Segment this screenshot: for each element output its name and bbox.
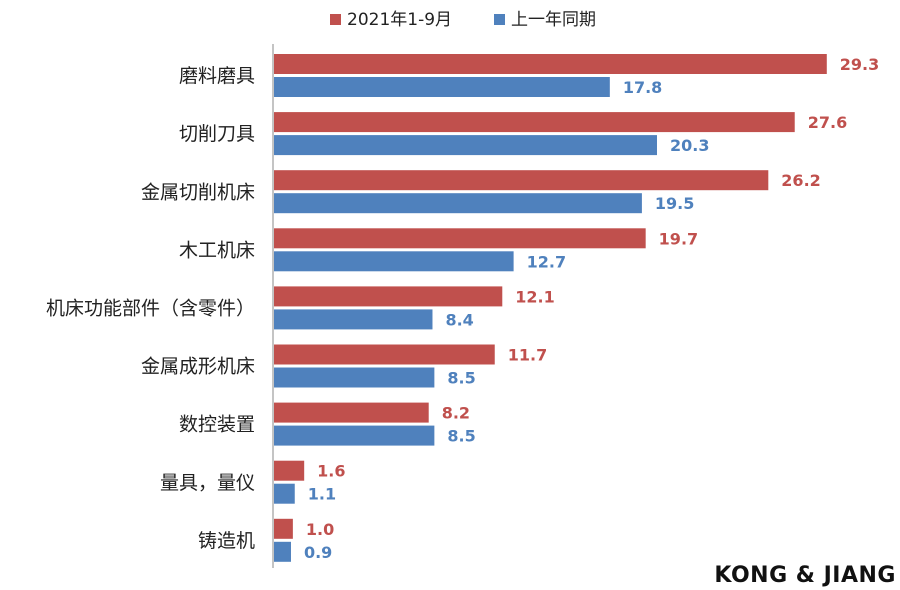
legend-swatch-current [330,14,341,25]
value-label-previous: 20.3 [670,136,709,155]
category-label: 金属切削机床 [141,181,255,203]
bar-previous [274,483,295,504]
value-label-previous: 1.1 [308,485,336,504]
bar-previous [274,135,657,156]
legend-label-previous: 上一年同期 [511,10,596,30]
value-label-previous: 8.4 [445,310,473,329]
bar-current [274,54,827,74]
bar-previous [274,541,291,562]
bar-current [274,286,503,307]
value-label-current: 12.1 [515,287,554,306]
bar-current [274,518,293,539]
value-label-current: 26.2 [781,171,820,190]
value-label-previous: 0.9 [304,543,332,562]
value-label-current: 1.6 [317,462,345,481]
value-label-current: 11.7 [508,346,547,365]
bar-current [274,228,646,249]
category-label: 切削刀具 [179,123,255,145]
bar-previous [274,251,514,272]
bar-current [274,170,769,191]
bar-previous [274,77,610,97]
category-label: 磨料磨具 [179,65,255,87]
bar-previous [274,425,435,446]
value-label-current: 29.3 [840,55,879,74]
legend-label-current: 2021年1-9月 [347,10,452,30]
value-label-previous: 8.5 [447,369,475,388]
value-label-previous: 17.8 [623,78,662,97]
category-label: 金属成形机床 [141,356,255,378]
bar-previous [274,367,435,388]
category-label: 数控装置 [179,414,255,436]
value-label-current: 1.0 [306,520,334,539]
value-labels: 29.3 17.8 27.6 20.3 26.2 19.5 19.7 12.7 12.1 8.4 1… [304,55,879,562]
bar-previous [274,193,642,214]
value-label-current: 27.6 [808,113,847,132]
value-label-current: 8.2 [442,404,470,423]
bars [274,54,827,562]
bar-current [274,402,429,423]
legend: 2021年1-9月 上一年同期 [330,10,596,30]
bar-current [274,460,305,481]
watermark: KONG & JIANG [714,563,896,588]
category-label: 铸造机 [198,530,255,552]
value-label-previous: 8.5 [447,427,475,446]
bar-current [274,112,795,133]
category-label: 木工机床 [179,239,255,261]
legend-swatch-previous [494,14,505,25]
value-label-current: 19.7 [659,229,698,248]
bar-previous [274,309,433,330]
bar-current [274,344,495,365]
value-label-previous: 12.7 [527,252,566,271]
value-label-previous: 19.5 [655,194,694,213]
category-label: 量具，量仪 [160,472,255,494]
category-label: 机床功能部件（含零件） [46,297,255,319]
